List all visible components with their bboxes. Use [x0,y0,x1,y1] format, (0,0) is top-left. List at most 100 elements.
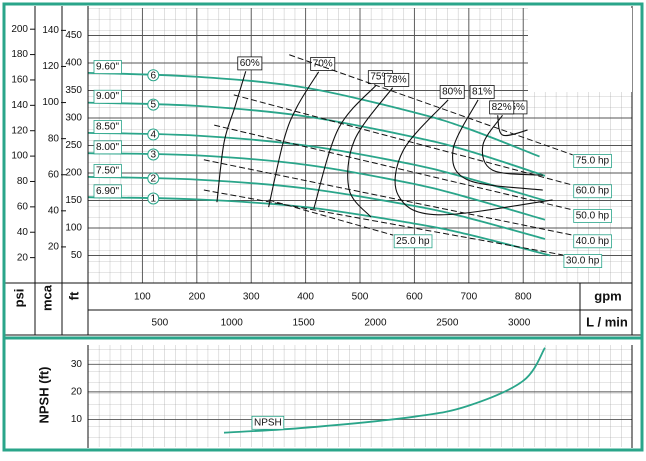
x2-tick-label: 2000 [364,318,387,329]
x-tick-label: 400 [297,292,314,303]
y-tick-label: 450 [65,30,82,41]
efficiency-curve [452,99,543,191]
y-tick-label: 40 [48,205,60,216]
y-tick-label: 200 [11,24,28,35]
x2-tick-label: 2500 [436,318,459,329]
efficiency-curve [481,114,543,176]
label-box [393,234,433,249]
label-box [310,57,336,71]
y-tick-label: 30 [71,359,83,370]
curve-marker-label: 6 [150,70,156,81]
x-tick-label: 500 [352,292,369,303]
axis-label: NPSH (ft) [36,366,51,423]
label-box [93,120,122,134]
label-box [93,60,122,74]
curve-marker-label: 2 [150,174,156,185]
curve-marker [147,192,160,205]
power-line [289,54,573,156]
label-box [93,89,122,104]
curve-label: 9.00" [96,91,119,102]
y-tick-label: 100 [11,151,28,162]
power-line [203,189,564,256]
efficiency-curve [216,71,247,203]
y-tick-label: 200 [65,168,82,179]
y-tick-label: 120 [11,125,28,136]
efficiency-curve [313,84,377,209]
curve-label: 6.90" [96,186,119,197]
curve-label: 8.00" [96,142,119,153]
label-box [573,154,612,168]
head-curve [87,196,551,257]
curve-label: 40.0 hp [576,236,610,247]
curve-marker-label: 1 [150,194,156,205]
label-box [573,234,612,249]
head-curve [87,152,546,221]
y-tick-label: 400 [65,58,82,69]
efficiency-curve [347,87,394,218]
curve-label: 60.0 hp [576,186,610,197]
x-tick-label: 600 [406,292,423,303]
head-curve [87,175,546,240]
head-curve [87,72,540,158]
y-tick-label: 140 [42,25,59,36]
x2-tick-label: 3000 [508,318,531,329]
x-tick-label: 100 [134,292,151,303]
label-box [563,254,603,268]
label-box [573,184,612,199]
power-line [214,124,573,211]
curve-marker [147,69,160,82]
efficiency-curve [268,71,320,208]
y-tick-label: 80 [17,176,29,187]
curve-marker [147,172,160,185]
curve-label: 78% [387,74,407,85]
label-box [384,72,410,87]
frame-lines [5,6,641,448]
x-tick-label: 800 [515,292,532,303]
curve-marker-label: 3 [150,150,156,161]
curve-marker [147,148,160,161]
label-box [93,140,122,155]
curve-label: 50.0 hp [576,210,610,221]
curve-marker-label: 5 [150,100,156,111]
axis-label: L / min [586,314,628,329]
label-box [439,85,465,99]
curve-label: 8.50" [96,121,119,132]
x-tick-label: 700 [460,292,477,303]
label-box [251,415,285,430]
y-tick-label: 100 [65,223,82,234]
y-tick-label: 180 [11,49,28,60]
y-tick-label: 100 [42,97,59,108]
y-tick-label: 40 [17,227,29,238]
label-box [489,100,515,115]
label-box [237,56,263,71]
y-tick-label: 20 [48,242,60,253]
y-tick-label: 350 [65,85,82,96]
axis-label: psi [11,289,26,308]
y-tick-label: 10 [71,414,83,425]
x-tick-label: 300 [243,292,260,303]
axis-label: ft [66,291,81,300]
curve-label: 25.0 hp [396,236,430,247]
head-curve [87,131,546,202]
efficiency-curve [394,99,553,216]
efficiency-curve [497,115,528,137]
x-tick-label: 200 [188,292,205,303]
curve-label: 30.0 hp [566,256,600,267]
curve-label: 75% [370,72,390,83]
curve-label: 80% [442,86,462,97]
curve-label: 60% [240,58,260,69]
curve-marker [147,98,160,111]
y-tick-label: 140 [11,100,28,111]
border [2,2,644,452]
y-tick-label: 250 [65,140,82,151]
curve-label: 70% [313,58,333,69]
y-tick-label: 60 [17,201,29,212]
head-curve [87,101,546,177]
axis-label: mca [39,284,54,311]
y-tick-label: 160 [11,75,28,86]
x2-tick-label: 1500 [292,318,315,329]
y-tick-label: 150 [65,195,82,206]
y-tick-label: 80 [48,133,60,144]
y-tick-label: 120 [42,61,59,72]
